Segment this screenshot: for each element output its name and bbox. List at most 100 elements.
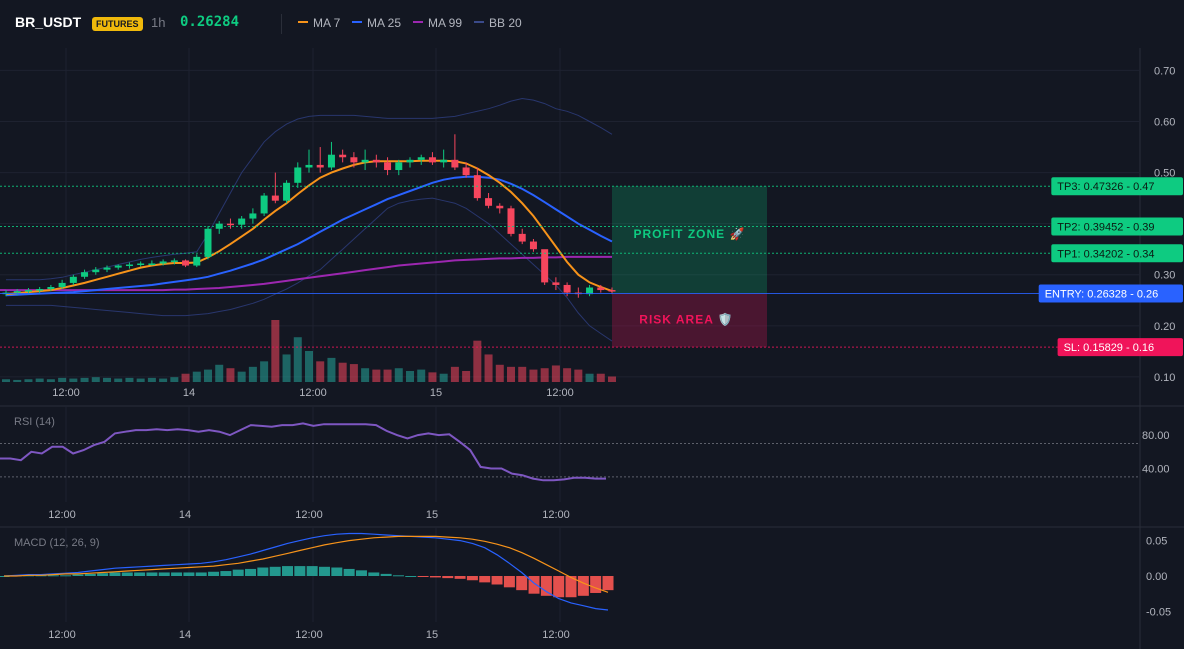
volume-bar <box>46 379 55 382</box>
candle-body <box>58 282 66 287</box>
legend-ma99[interactable]: MA 99 <box>413 16 462 30</box>
time-axis-label: 12:00 <box>546 387 574 399</box>
price-axis-tick: 0.30 <box>1154 270 1175 282</box>
volume-bar <box>417 369 426 382</box>
candle-body <box>170 260 178 262</box>
ma7-line <box>5 159 613 296</box>
ma25-line <box>5 175 613 297</box>
macd-histogram-bar <box>491 576 503 585</box>
candle-body <box>440 159 448 163</box>
level-tag-text: TP1: 0.34202 - 0.34 <box>1057 248 1154 260</box>
volume-bar <box>192 371 201 382</box>
volume-bar <box>361 368 370 382</box>
volume-bar <box>35 378 44 382</box>
volume-bar <box>136 378 145 382</box>
volume-bar <box>125 377 134 382</box>
time-axis-label: 12:00 <box>542 509 570 521</box>
macd-histogram-bar <box>72 574 84 576</box>
last-price: 0.26284 <box>180 14 240 30</box>
bb-lower-line <box>6 197 613 342</box>
rsi-line <box>0 422 606 482</box>
volume-bar <box>159 378 168 382</box>
legend-ma7[interactable]: MA 7 <box>298 16 340 30</box>
macd-histogram-bar <box>565 576 577 598</box>
volume-bar <box>495 364 504 382</box>
candle-body <box>462 167 470 176</box>
legend-ma25[interactable]: MA 25 <box>352 16 401 30</box>
macd-histogram-bar <box>294 566 306 576</box>
time-axis-label: 12:00 <box>48 629 76 641</box>
volume-bar <box>428 372 437 382</box>
volume-bar <box>439 373 448 382</box>
macd-histogram-bar <box>343 568 355 576</box>
macd-histogram-bar <box>466 576 478 581</box>
timeframe-selector[interactable]: 1h <box>151 15 166 30</box>
volume-bar <box>204 369 212 382</box>
macd-histogram-bar <box>577 576 589 596</box>
volume-bar <box>383 369 392 382</box>
candle-body <box>249 213 257 219</box>
volume-bar <box>327 357 336 382</box>
candle-body <box>552 282 560 285</box>
volume-bar <box>372 369 381 382</box>
ma99-swatch-icon <box>413 20 423 23</box>
candle-body <box>69 276 77 283</box>
chart-background <box>0 48 1184 649</box>
macd-histogram-bar <box>183 572 195 576</box>
candle-body <box>271 195 279 201</box>
macd-histogram-bar <box>553 576 565 598</box>
candle-body <box>260 195 268 214</box>
candle-body <box>541 249 549 283</box>
candle-body <box>103 267 111 270</box>
volume-bar <box>585 373 594 382</box>
time-axis-label: 12:00 <box>48 509 76 521</box>
legend-bb20[interactable]: BB 20 <box>474 16 522 30</box>
candle-body <box>294 167 302 183</box>
macd-histogram-bar <box>232 569 244 576</box>
level-tag-text: ENTRY: 0.26328 - 0.26 <box>1045 288 1159 300</box>
macd-histogram-bar <box>97 573 109 576</box>
profit-zone-label: PROFIT ZONE 🚀 <box>634 227 746 241</box>
candle-body <box>148 263 156 266</box>
macd-histogram-bar <box>318 566 330 576</box>
risk-zone-label: RISK AREA 🛡️ <box>639 312 733 326</box>
volume-bar <box>80 377 89 382</box>
macd-histogram-bar <box>331 567 343 576</box>
volume-bar <box>248 366 257 382</box>
time-axis-label: 12:00 <box>295 509 323 521</box>
macd-histogram-bar <box>60 575 72 577</box>
volume-bar <box>226 368 235 382</box>
macd-histogram-bar <box>158 572 170 576</box>
macd-histogram-bar <box>195 572 207 576</box>
volume-bar <box>450 366 459 382</box>
macd-histogram-bar <box>245 568 257 576</box>
level-tag-tp1: TP1: 0.34202 - 0.34 <box>1051 244 1183 263</box>
volume-bar <box>462 370 471 382</box>
price-axis-tick: 0.20 <box>1154 321 1175 333</box>
volume-bar <box>2 379 10 382</box>
rsi-axis-tick: 40.00 <box>1142 464 1170 476</box>
level-tag-entry: ENTRY: 0.26328 - 0.26 <box>1038 284 1183 303</box>
candle-body <box>529 241 537 250</box>
candle-body <box>316 164 324 168</box>
time-axis-label: 15 <box>430 387 442 399</box>
level-tag-sl: SL: 0.15829 - 0.16 <box>1057 338 1183 357</box>
level-tag-box <box>1051 217 1183 236</box>
candle-body <box>305 164 313 168</box>
candle-body <box>608 290 616 292</box>
symbol-name[interactable]: BR_USDT <box>15 14 82 30</box>
candle-body <box>417 157 425 160</box>
candle-body <box>395 162 403 171</box>
bb-swatch-icon <box>474 20 484 23</box>
macd-signal-line <box>4 535 609 593</box>
volume-bar <box>293 337 302 382</box>
volume-bar <box>394 368 403 382</box>
level-tag-tp2: TP2: 0.39452 - 0.39 <box>1051 217 1183 236</box>
volume-bar <box>608 376 616 382</box>
candle-body <box>24 290 32 292</box>
level-tag-box <box>1038 284 1183 303</box>
profit-zone <box>612 186 767 294</box>
volume-bar <box>518 366 527 382</box>
macd-histogram-bar <box>454 576 466 579</box>
